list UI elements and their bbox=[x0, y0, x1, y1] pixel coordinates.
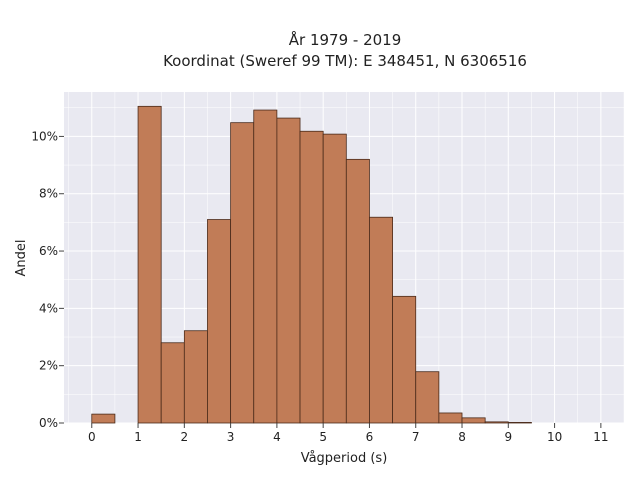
x-tick-label: 2 bbox=[181, 430, 189, 444]
histogram-bar bbox=[438, 412, 463, 424]
x-tick-label: 11 bbox=[593, 430, 608, 444]
histogram-bar bbox=[160, 342, 185, 424]
histogram-bar bbox=[507, 422, 532, 424]
y-tick-label: 6% bbox=[39, 244, 58, 258]
histogram-bar bbox=[183, 330, 208, 424]
chart-title-line-1: År 1979 - 2019 bbox=[289, 30, 402, 49]
x-tick-label: 7 bbox=[412, 430, 420, 444]
histogram-bar bbox=[415, 371, 440, 424]
x-tick-label: 10 bbox=[547, 430, 562, 444]
x-axis-label: Vågperiod (s) bbox=[301, 451, 388, 466]
x-tick-label: 5 bbox=[319, 430, 327, 444]
histogram-bar bbox=[137, 105, 162, 424]
histogram-bar bbox=[91, 413, 116, 424]
histogram-bar bbox=[276, 117, 301, 424]
histogram-bar bbox=[253, 109, 278, 424]
y-tick-label: 8% bbox=[39, 187, 58, 201]
y-tick-label: 10% bbox=[31, 129, 58, 143]
histogram-bar bbox=[230, 122, 255, 424]
y-tick-label: 2% bbox=[39, 359, 58, 373]
x-tick-label: 6 bbox=[366, 430, 374, 444]
x-tick-label: 3 bbox=[227, 430, 235, 444]
histogram-bar bbox=[484, 421, 509, 424]
y-tick-label: 0% bbox=[39, 416, 58, 430]
histogram-bar bbox=[461, 417, 486, 424]
histogram-bar bbox=[369, 216, 393, 424]
bars bbox=[91, 105, 532, 424]
histogram-bar bbox=[299, 130, 324, 424]
histogram-bar bbox=[392, 295, 417, 424]
y-axis-label: Andel bbox=[14, 240, 29, 277]
x-tick-label: 9 bbox=[504, 430, 512, 444]
chart-title-line-2: Koordinat (Sweref 99 TM): E 348451, N 63… bbox=[163, 52, 527, 70]
histogram-bar bbox=[322, 133, 347, 424]
y-tick-label: 4% bbox=[39, 301, 58, 315]
x-tick-label: 1 bbox=[134, 430, 142, 444]
histogram-bar bbox=[207, 219, 232, 424]
x-tick-label: 8 bbox=[458, 430, 466, 444]
tick-labels: 0 1 2 3 4 5 6 7 8 9 10 11 0% 2% 4% 6% 8% 10% bbox=[31, 129, 608, 444]
histogram-bar bbox=[345, 158, 370, 424]
x-tick-label: 0 bbox=[88, 430, 96, 444]
x-tick-label: 4 bbox=[273, 430, 281, 444]
